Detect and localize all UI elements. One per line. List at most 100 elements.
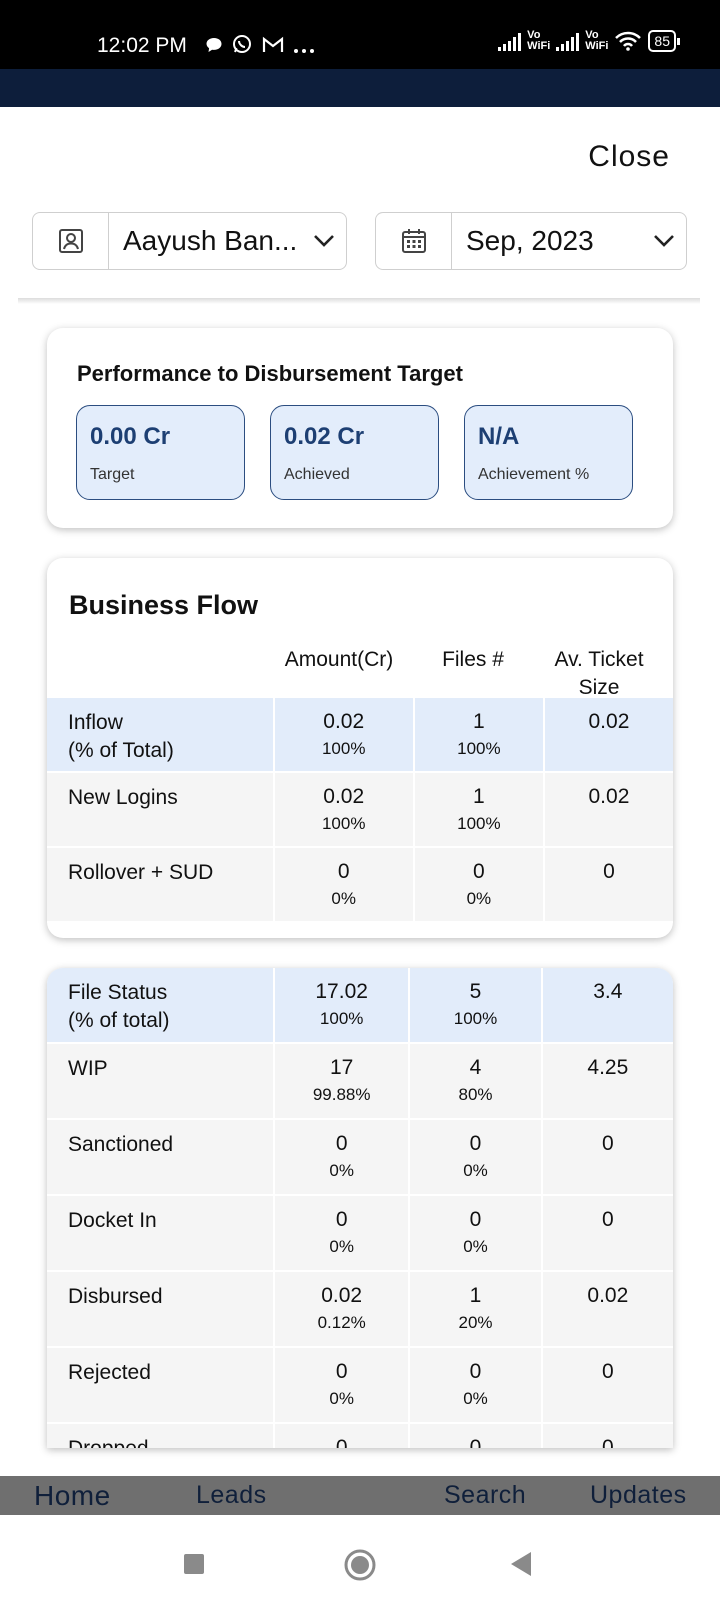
row-label: Dropped (47, 1422, 275, 1448)
files-cell: 0 0% (412, 846, 545, 923)
column-header-files: Files # (442, 648, 504, 671)
row-label: Rejected (47, 1346, 275, 1424)
battery-icon: 85 (648, 30, 680, 52)
kpi-label: Achievement % (478, 466, 590, 483)
kpi-achievement-pct: N/A Achievement % (464, 405, 633, 500)
row-label: File Status (% of total) (47, 968, 275, 1044)
ticket-cell: 4.25 (540, 1042, 673, 1120)
files-cell: 1 100% (412, 696, 545, 773)
filter-divider (18, 298, 700, 304)
table-row: Docket In 0 0% 0 0% 0 (47, 1194, 673, 1272)
calendar-icon (401, 229, 426, 253)
kpi-value: 0.00 Cr (90, 423, 171, 450)
more-dots-icon (293, 49, 314, 53)
table-row: Inflow (% of Total) 0.02 100% 1 100% 0.02 (47, 696, 673, 773)
files-cell: 0 0% (408, 1194, 543, 1272)
signal-icon (556, 31, 580, 51)
row-label: Sanctioned (47, 1118, 275, 1196)
table-row: Sanctioned 0 0% 0 0% 0 (47, 1118, 673, 1196)
table-row: WIP 17 99.88% 4 80% 4.25 (47, 1042, 673, 1120)
tab-updates[interactable]: Updates (590, 1481, 687, 1509)
business-flow-table: Inflow (% of Total) 0.02 100% 1 100% 0.02 … (47, 696, 673, 923)
tab-leads[interactable]: Leads (196, 1481, 267, 1509)
vowifi-label: Vo WiFi (527, 29, 551, 52)
tab-home[interactable]: Home (34, 1480, 111, 1511)
table-row: Disbursed 0.02 0.12% 1 20% 0.02 (47, 1270, 673, 1348)
ticket-cell: 0 (540, 1194, 673, 1272)
amount-cell: 17 99.88% (272, 1042, 411, 1120)
close-button[interactable]: Close (588, 140, 670, 173)
notification-icons (205, 34, 315, 60)
chevron-down-icon (642, 234, 686, 248)
period-selector-value: Sep, 2023 (466, 225, 594, 256)
table-row: Rejected 0 0% 0 0% 0 (47, 1346, 673, 1424)
user-icon-cell (33, 213, 109, 269)
column-header-ticket-size: Av. Ticket Size (554, 648, 644, 699)
amount-cell: 0 (272, 1422, 411, 1448)
row-label: Inflow (% of Total) (47, 696, 275, 773)
kpi-achieved: 0.02 Cr Achieved (270, 405, 439, 500)
business-flow-title: Business Flow (69, 590, 259, 620)
kpi-value: N/A (478, 423, 520, 450)
status-bar: 12:02 PM Vo WiFi Vo WiFi 85 (0, 0, 720, 69)
kpi-label: Target (90, 466, 135, 483)
whatsapp-icon (233, 35, 252, 53)
amount-cell: 0 0% (272, 846, 415, 923)
ticket-cell: 0 (542, 846, 673, 923)
files-cell: 1 100% (412, 771, 545, 848)
ticket-cell: 0 (540, 1118, 673, 1196)
row-label: Rollover + SUD (47, 846, 275, 923)
files-cell: 0 (408, 1422, 543, 1448)
bottom-tab-bar: Home Leads Search Updates (0, 1476, 720, 1515)
wifi-icon (615, 31, 642, 51)
home-circle-icon[interactable] (344, 1549, 376, 1581)
vowifi-label: Vo WiFi (585, 29, 609, 52)
files-cell: 0 0% (408, 1346, 543, 1424)
performance-card: Performance to Disbursement Target 0.00 … (47, 328, 673, 528)
files-cell: 4 80% (408, 1042, 543, 1120)
ticket-cell: 0.02 (542, 771, 673, 848)
table-row: Rollover + SUD 0 0% 0 0% 0 (47, 846, 673, 923)
user-profile-icon (58, 229, 83, 253)
amount-cell: 0 0% (272, 1118, 411, 1196)
chat-bubble-icon (206, 38, 222, 52)
recent-apps-icon[interactable] (183, 1553, 205, 1575)
amount-cell: 0 0% (272, 1346, 411, 1424)
kpi-value: 0.02 Cr (284, 423, 365, 450)
table-row: File Status (% of total) 17.02 100% 5 100%… (47, 968, 673, 1044)
ticket-cell: 0 (540, 1346, 673, 1424)
table-row: New Logins 0.02 100% 1 100% 0.02 (47, 771, 673, 848)
back-triangle-icon[interactable] (509, 1551, 533, 1577)
kpi-label: Achieved (284, 466, 350, 483)
chevron-down-icon (302, 234, 346, 248)
system-nav-bar (0, 1515, 720, 1600)
row-label: Disbursed (47, 1270, 275, 1348)
business-flow-card: Business Flow Amount(Cr) Files # Av. Tic… (47, 558, 673, 938)
column-header-amount: Amount(Cr) (284, 648, 394, 671)
gmail-icon (262, 36, 283, 52)
performance-title: Performance to Disbursement Target (77, 361, 463, 386)
calendar-icon-cell (376, 213, 452, 269)
row-label: New Logins (47, 771, 275, 848)
file-status-card: File Status (% of total) 17.02 100% 5 100%… (47, 968, 673, 1448)
user-selector-value: Aayush Ban... (123, 225, 298, 256)
kpi-target: 0.00 Cr Target (76, 405, 245, 500)
ticket-cell: 0.02 (540, 1270, 673, 1348)
file-status-table: File Status (% of total) 17.02 100% 5 100%… (47, 968, 673, 1448)
tab-search[interactable]: Search (444, 1481, 527, 1509)
app-header-band (0, 69, 720, 107)
amount-cell: 0.02 100% (272, 771, 415, 848)
user-selector[interactable]: Aayush Ban... (32, 212, 347, 270)
amount-cell: 0.02 100% (272, 696, 415, 773)
files-cell: 5 100% (408, 968, 543, 1044)
ticket-cell: 0.02 (542, 696, 673, 773)
ticket-cell: 3.4 (540, 968, 673, 1044)
period-selector[interactable]: Sep, 2023 (375, 212, 687, 270)
amount-cell: 0 0% (272, 1194, 411, 1272)
row-label: Docket In (47, 1194, 275, 1272)
signal-icon (498, 31, 522, 51)
status-time: 12:02 PM (97, 34, 187, 57)
system-icons: Vo WiFi Vo WiFi 85 (498, 29, 680, 52)
files-cell: 0 0% (408, 1118, 543, 1196)
table-row: Dropped 0 0 0 (47, 1422, 673, 1448)
